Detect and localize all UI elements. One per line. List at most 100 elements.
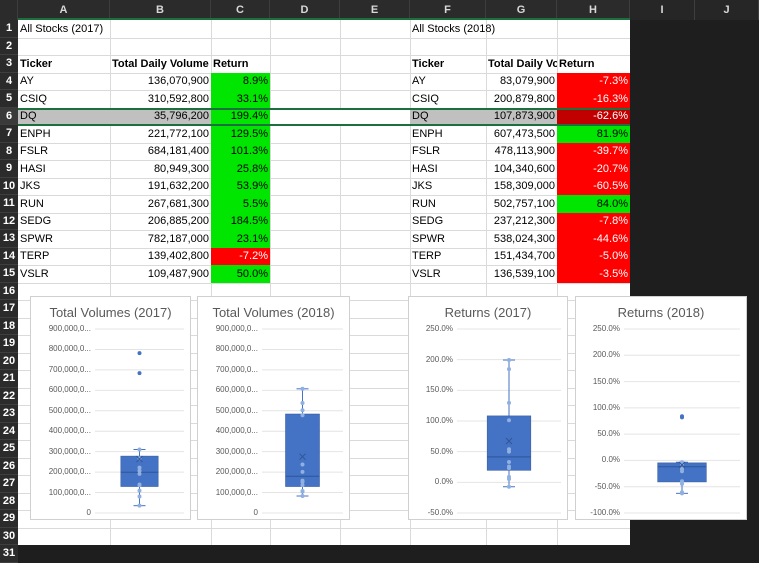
row-header-14[interactable]: 14: [0, 247, 18, 265]
row-header-28[interactable]: 28: [0, 492, 18, 510]
data-point[interactable]: [137, 465, 142, 470]
volume-cell[interactable]: 782,187,000: [147, 232, 209, 245]
ticker-cell[interactable]: AY: [412, 75, 426, 88]
ticker-cell[interactable]: HASI: [20, 162, 46, 175]
volume-cell[interactable]: 607,473,500: [493, 127, 555, 140]
data-point[interactable]: [300, 469, 305, 474]
row-header-12[interactable]: 12: [0, 212, 18, 230]
volume-cell[interactable]: 478,113,900: [494, 145, 555, 158]
ticker-cell[interactable]: ENPH: [412, 127, 443, 140]
ticker-cell[interactable]: TERP: [20, 250, 50, 263]
column-header-c[interactable]: C: [211, 0, 270, 20]
row-header-10[interactable]: 10: [0, 177, 18, 195]
volume-cell[interactable]: 684,181,400: [147, 145, 209, 158]
return-cell[interactable]: 25.8%: [211, 160, 270, 178]
volume-cell[interactable]: 237,212,300: [493, 215, 555, 228]
volume-cell[interactable]: 191,632,200: [147, 180, 209, 193]
box-iqr[interactable]: [285, 413, 320, 487]
ticker-cell[interactable]: FSLR: [20, 145, 49, 158]
volume-cell[interactable]: 35,796,200: [110, 107, 211, 125]
ticker-cell[interactable]: SPWR: [412, 232, 445, 245]
return-cell[interactable]: -20.7%: [557, 160, 630, 178]
row-header-17[interactable]: 17: [0, 300, 18, 318]
data-point[interactable]: [507, 358, 511, 363]
column-header-d[interactable]: D: [270, 0, 340, 20]
row-header-16[interactable]: 16: [0, 282, 18, 300]
data-point[interactable]: [137, 468, 142, 473]
row-header-8[interactable]: 8: [0, 142, 18, 160]
volume-cell[interactable]: 136,539,100: [493, 267, 555, 280]
return-cell[interactable]: 184.5%: [211, 212, 270, 230]
data-point[interactable]: [137, 482, 142, 487]
volume-cell[interactable]: 83,079,900: [499, 75, 555, 88]
row-header-15[interactable]: 15: [0, 265, 18, 283]
return-cell[interactable]: 81.9%: [557, 125, 630, 143]
chart-returns-2017[interactable]: Returns (2017) -50.0% 0.0% 50.0% 100.0% 150.0…: [408, 296, 568, 520]
row-header-30[interactable]: 30: [0, 527, 18, 545]
column-label[interactable]: Ticker: [412, 57, 445, 70]
return-cell[interactable]: 53.9%: [211, 177, 270, 195]
row-header-2[interactable]: 2: [0, 37, 18, 55]
data-point[interactable]: [300, 480, 305, 485]
volume-cell[interactable]: 200,879,800: [493, 92, 555, 105]
data-point[interactable]: [507, 400, 511, 405]
column-header-b[interactable]: B: [110, 0, 211, 20]
ticker-cell[interactable]: CSIQ: [20, 92, 47, 105]
volume-cell[interactable]: 107,873,900: [486, 107, 557, 125]
ticker-cell[interactable]: SPWR: [20, 232, 53, 245]
chart-total-volumes-2017[interactable]: Total Volumes (2017) 0 100,000,0... 200,000…: [30, 296, 191, 520]
volume-cell[interactable]: 151,434,700: [493, 250, 555, 263]
return-cell[interactable]: 50.0%: [211, 265, 270, 283]
ticker-cell[interactable]: RUN: [20, 197, 44, 210]
row-header-22[interactable]: 22: [0, 387, 18, 405]
return-cell[interactable]: 23.1%: [211, 230, 270, 248]
ticker-cell[interactable]: VSLR: [412, 267, 441, 280]
row-header-27[interactable]: 27: [0, 475, 18, 493]
row-header-25[interactable]: 25: [0, 440, 18, 458]
return-cell[interactable]: -7.8%: [557, 212, 630, 230]
data-point[interactable]: [300, 386, 305, 391]
volume-cell[interactable]: 139,402,800: [147, 250, 209, 263]
ticker-cell[interactable]: HASI: [412, 162, 438, 175]
data-point[interactable]: [680, 481, 684, 486]
row-header-29[interactable]: 29: [0, 510, 18, 528]
row-header-7[interactable]: 7: [0, 125, 18, 143]
return-cell[interactable]: -16.3%: [557, 90, 630, 108]
column-label[interactable]: Ticker: [20, 57, 53, 70]
data-point[interactable]: [300, 408, 305, 413]
data-point[interactable]: [680, 469, 684, 474]
return-cell[interactable]: -5.0%: [557, 247, 630, 265]
data-point[interactable]: [680, 414, 684, 419]
row-header-18[interactable]: 18: [0, 317, 18, 335]
return-cell[interactable]: 84.0%: [557, 195, 630, 213]
data-point[interactable]: [300, 489, 305, 494]
return-cell[interactable]: -7.2%: [211, 247, 270, 265]
return-cell[interactable]: 199.4%: [211, 107, 270, 125]
return-cell[interactable]: -60.5%: [557, 177, 630, 195]
ticker-cell[interactable]: ENPH: [20, 127, 51, 140]
return-cell[interactable]: -39.7%: [557, 142, 630, 160]
data-point[interactable]: [300, 401, 305, 406]
column-label[interactable]: Return: [559, 57, 595, 70]
return-cell[interactable]: 33.1%: [211, 90, 270, 108]
chart-total-volumes-2018[interactable]: Total Volumes (2018) 0 100,000,0... 200,000…: [197, 296, 350, 520]
chart-returns-2018[interactable]: Returns (2018) -100.0% -50.0% 0.0% 50.0% 100.…: [575, 296, 747, 520]
row-header-5[interactable]: 5: [0, 90, 18, 108]
return-cell[interactable]: -3.5%: [557, 265, 630, 283]
return-cell[interactable]: -7.3%: [557, 72, 630, 90]
data-point[interactable]: [300, 483, 305, 488]
data-point[interactable]: [137, 503, 142, 508]
row-header-6[interactable]: 6: [0, 107, 18, 125]
ticker-cell[interactable]: FSLR: [412, 145, 441, 158]
data-point[interactable]: [507, 449, 511, 454]
return-cell[interactable]: 5.5%: [211, 195, 270, 213]
column-label[interactable]: Return: [213, 57, 249, 70]
row-header-24[interactable]: 24: [0, 422, 18, 440]
return-cell[interactable]: -62.6%: [557, 107, 630, 125]
column-label[interactable]: Total Daily Vo: [488, 57, 557, 70]
select-all-corner[interactable]: [0, 0, 18, 20]
column-header-f[interactable]: F: [410, 0, 486, 20]
column-header-g[interactable]: G: [486, 0, 557, 20]
column-header-i[interactable]: I: [630, 0, 695, 20]
data-point[interactable]: [137, 456, 142, 461]
